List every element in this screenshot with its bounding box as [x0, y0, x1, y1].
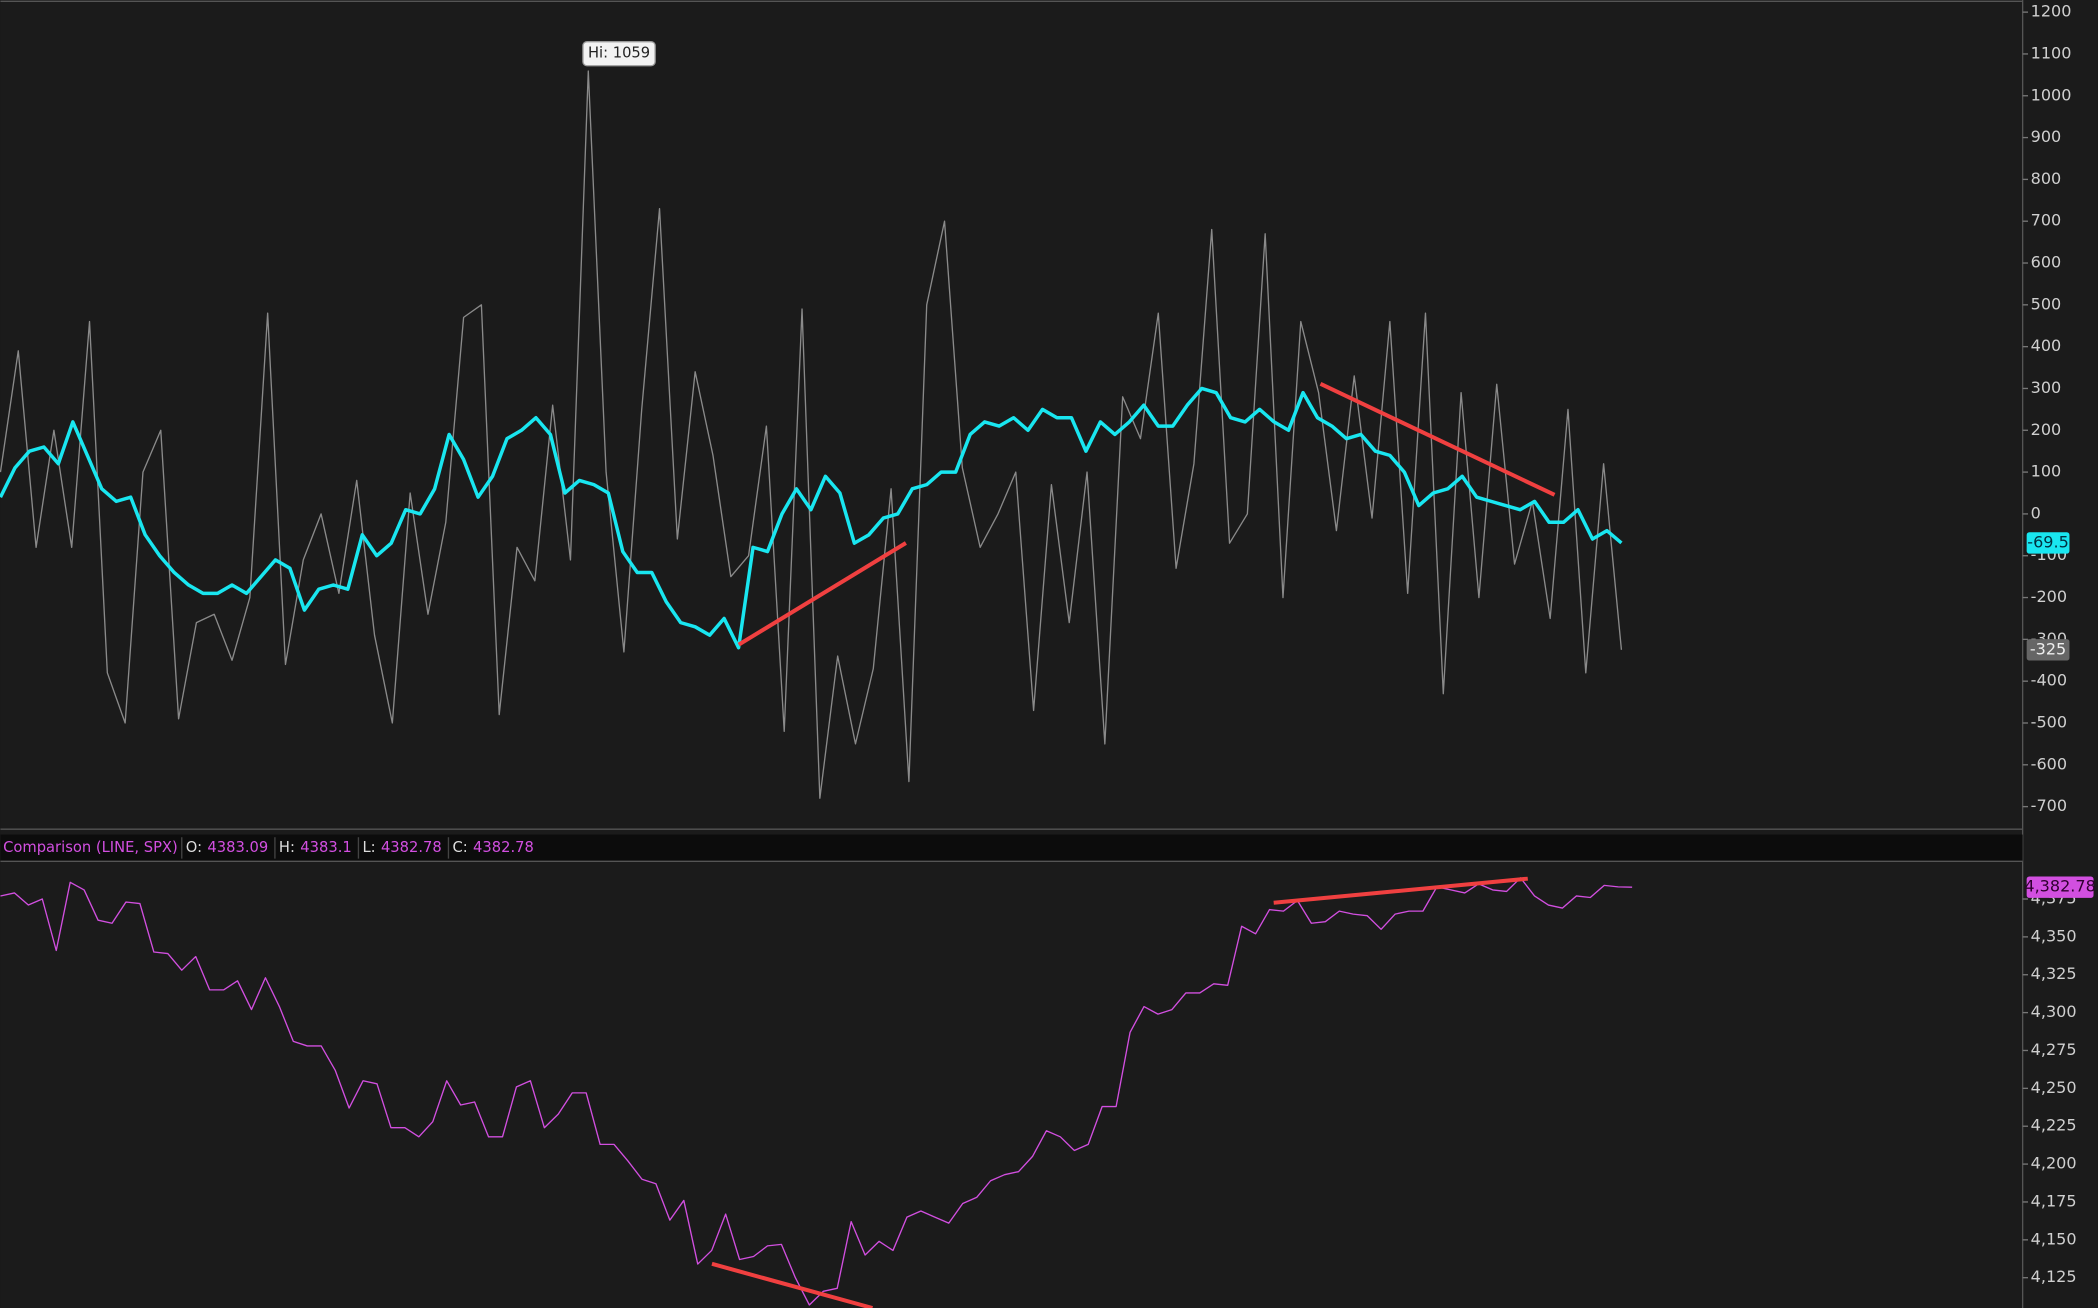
y-tick-label: 900	[2031, 127, 2062, 146]
y-tick-label: 4,125	[2031, 1267, 2077, 1286]
y-tick-label: 4,175	[2031, 1191, 2077, 1210]
y-tick-label: -200	[2031, 587, 2067, 606]
ohlc-value: 4382.78	[473, 839, 534, 856]
price-tag-label: 4,382.78	[2024, 877, 2095, 896]
y-tick-label: 4,300	[2031, 1002, 2077, 1021]
y-tick-label: 1100	[2031, 43, 2072, 62]
header-bar	[0, 834, 2023, 862]
y-tick-label: 100	[2031, 462, 2062, 481]
annotation-box	[582, 40, 656, 67]
y-tick-label: -400	[2031, 671, 2067, 690]
trend-line	[711, 1261, 873, 1308]
trend-line	[737, 541, 907, 647]
y-tick-label: 4,200	[2031, 1154, 2077, 1173]
price-tag-label: -69.5	[2027, 532, 2068, 551]
ohlc-label: H:	[279, 839, 295, 856]
legend-title: Comparison (LINE, SPX)	[3, 839, 178, 856]
price-tag-label: -325	[2030, 639, 2066, 658]
data-line	[0, 386, 1623, 650]
price-tag	[2026, 639, 2070, 661]
y-tick-label: 4,325	[2031, 964, 2077, 983]
ohlc-label: L:	[362, 839, 375, 856]
y-tick-label: -500	[2031, 712, 2067, 731]
ohlc-value: 4383.09	[207, 839, 268, 856]
y-tick-label: 1200	[2031, 2, 2072, 21]
price-tag	[2026, 876, 2094, 898]
y-tick-label: 500	[2031, 294, 2062, 313]
y-tick-label: 300	[2031, 378, 2062, 397]
ohlc-label: C:	[452, 839, 467, 856]
y-tick-label: 4,275	[2031, 1040, 2077, 1059]
data-line	[0, 70, 1623, 799]
y-tick-label: -700	[2031, 796, 2067, 815]
trend-line	[1273, 876, 1528, 905]
ohlc-value: 4382.78	[381, 839, 442, 856]
trend-line	[1319, 382, 1556, 497]
ohlc-value: 4383.1	[300, 839, 351, 856]
y-tick-label: 4,150	[2031, 1229, 2077, 1248]
data-line	[0, 877, 1633, 1306]
y-tick-label: 800	[2031, 169, 2062, 188]
y-tick-label: 200	[2031, 420, 2062, 439]
y-tick-label: 4,225	[2031, 1116, 2077, 1135]
y-tick-label: 0	[2031, 503, 2041, 522]
y-tick-label: 600	[2031, 253, 2062, 272]
y-tick-label: -600	[2031, 754, 2067, 773]
y-tick-label: 4,250	[2031, 1078, 2077, 1097]
ohlc-label: O:	[186, 839, 202, 856]
y-tick-label: 700	[2031, 211, 2062, 230]
y-tick-label: 400	[2031, 336, 2062, 355]
annotation: Hi: 1059	[588, 45, 650, 62]
y-tick-label: 4,350	[2031, 926, 2077, 945]
price-tag	[2026, 532, 2070, 554]
y-tick-label: 1000	[2031, 85, 2072, 104]
